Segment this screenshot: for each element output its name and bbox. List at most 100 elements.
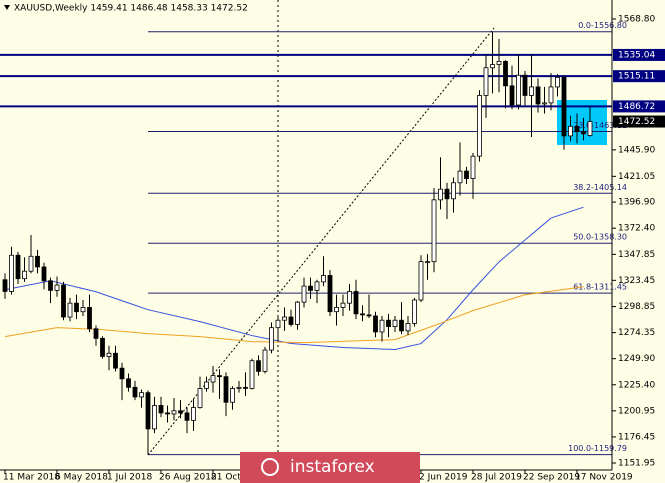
candle-body bbox=[139, 392, 144, 398]
fib-label: 61.8-1311.45 bbox=[573, 283, 627, 292]
candle-body bbox=[61, 284, 66, 318]
y-tick-label: 1151.95 bbox=[618, 459, 655, 469]
fib-label: 100.0-1159.79 bbox=[568, 444, 627, 453]
candle-body bbox=[451, 182, 456, 200]
candle-body bbox=[210, 375, 216, 383]
candle-body bbox=[340, 302, 346, 308]
moving-average bbox=[4, 206, 584, 351]
candle-body bbox=[379, 319, 385, 333]
candle-body bbox=[321, 275, 326, 283]
candle-body bbox=[48, 280, 53, 291]
y-tick-label: 1176.45 bbox=[618, 432, 655, 442]
fib-label: 38.2-1405.14 bbox=[573, 183, 627, 192]
candle-body bbox=[249, 360, 255, 389]
x-tick-label: 21 Oct 2018 bbox=[211, 473, 267, 483]
level-label: 1535.04 bbox=[618, 50, 655, 60]
candle-body bbox=[119, 367, 125, 380]
candle-body bbox=[165, 412, 170, 415]
candle-body bbox=[308, 285, 313, 291]
level-label-box bbox=[613, 48, 665, 61]
plot-layer: 0.0-1556.80 23.6-1463.11 38.2-1405.14 50.0-… bbox=[0, 21, 627, 456]
candle-body bbox=[275, 319, 281, 329]
candle-body bbox=[399, 319, 404, 332]
candle-body bbox=[87, 307, 92, 330]
y-tick-label: 1568.80 bbox=[618, 14, 655, 24]
y-tick-label: 1298.85 bbox=[618, 302, 655, 312]
watermark: instaforex bbox=[240, 452, 420, 483]
candle-body bbox=[464, 170, 469, 179]
candle-body bbox=[236, 386, 242, 389]
candle-body bbox=[490, 64, 495, 69]
candle-body bbox=[262, 349, 268, 372]
candle-body bbox=[171, 410, 177, 415]
x-tick-label: 17 Nov 2019 bbox=[575, 473, 633, 483]
candle-body bbox=[516, 74, 521, 106]
candle-body bbox=[22, 270, 27, 280]
candle-body bbox=[282, 316, 287, 321]
candle-body bbox=[223, 376, 229, 403]
candle-body bbox=[152, 405, 157, 430]
watermark-icon bbox=[261, 458, 279, 476]
y-tick-label: 1372.40 bbox=[618, 224, 655, 234]
candle-body bbox=[438, 188, 443, 201]
watermark-box bbox=[240, 452, 420, 483]
candle-body bbox=[288, 316, 294, 325]
candle-body bbox=[542, 102, 547, 105]
candle-body bbox=[412, 299, 417, 324]
candle-body bbox=[386, 319, 391, 328]
level-label: 1515.11 bbox=[618, 72, 655, 82]
candle-body bbox=[522, 74, 528, 96]
fib-label: 0.0-1556.80 bbox=[578, 21, 627, 30]
candle-body bbox=[509, 85, 515, 106]
candle-body bbox=[535, 86, 541, 105]
level-label-box bbox=[613, 70, 665, 83]
candle-body bbox=[217, 375, 222, 378]
candle-body bbox=[503, 60, 508, 87]
candle-body bbox=[54, 284, 60, 291]
x-tick-label: 26 Aug 2018 bbox=[159, 473, 217, 483]
candle-body bbox=[74, 302, 79, 313]
candle-body bbox=[555, 76, 560, 88]
y-tick-label: 1421.05 bbox=[618, 172, 655, 182]
candle-body bbox=[15, 254, 21, 280]
candle-body bbox=[496, 60, 502, 65]
candle-body bbox=[568, 125, 573, 137]
candle-body bbox=[2, 279, 8, 292]
candle-body bbox=[529, 86, 534, 96]
y-tick-label: 1200.95 bbox=[618, 406, 655, 416]
candle-body bbox=[269, 327, 274, 351]
level-label-box bbox=[613, 100, 665, 113]
current-price-box bbox=[613, 115, 665, 128]
fib-trendline bbox=[147, 27, 495, 456]
candle-body bbox=[100, 337, 105, 357]
x-tick-label: 22 Sep 2019 bbox=[523, 473, 580, 483]
candle-body bbox=[477, 95, 482, 157]
candle-body bbox=[113, 352, 118, 369]
candle-body bbox=[191, 407, 196, 421]
y-tick-label: 1225.40 bbox=[618, 380, 655, 390]
y-tick-label: 1396.90 bbox=[618, 198, 655, 208]
candle-body bbox=[256, 360, 261, 372]
candle-body bbox=[366, 314, 372, 317]
candle-body bbox=[243, 386, 248, 389]
candle-body bbox=[483, 67, 489, 96]
candle-body bbox=[41, 266, 47, 282]
candle-body bbox=[470, 155, 476, 179]
fib-label: 23.6-1463.11 bbox=[573, 121, 627, 130]
candle-body bbox=[314, 281, 320, 291]
x-tick-label: 2 Jun 2019 bbox=[419, 473, 468, 483]
candle-body bbox=[457, 170, 463, 184]
candle-body bbox=[301, 285, 307, 303]
candle-body bbox=[67, 302, 73, 318]
candle-body bbox=[35, 255, 40, 268]
fib-label: 50.0-1358.30 bbox=[573, 233, 627, 242]
current-price-label: 1472.52 bbox=[618, 117, 655, 127]
candle-body bbox=[197, 387, 203, 408]
y-tick-label: 1274.35 bbox=[618, 328, 655, 338]
y-tick-label: 1347.85 bbox=[618, 250, 655, 260]
candle-body bbox=[106, 352, 112, 357]
candle-body bbox=[587, 121, 593, 136]
candle-body bbox=[561, 76, 567, 137]
candle-body bbox=[548, 86, 554, 104]
